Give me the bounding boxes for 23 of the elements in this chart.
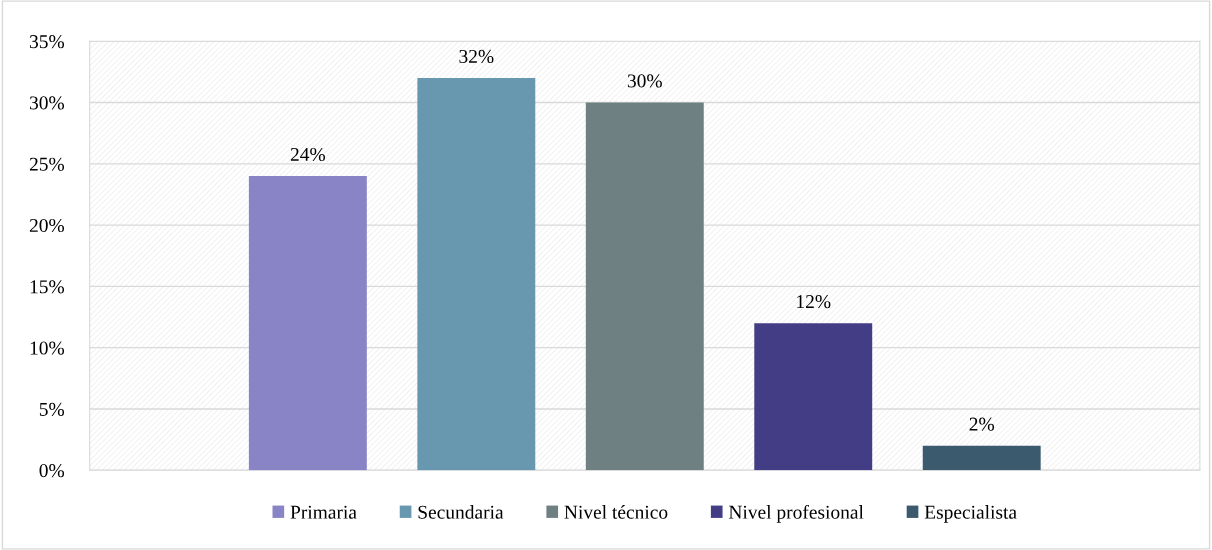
data-label: 32% [459, 49, 494, 64]
bar [248, 176, 367, 471]
y-tick-label: 25% [29, 157, 65, 171]
bar [585, 102, 704, 471]
data-label: 12% [797, 294, 831, 309]
legend-label: Nivel profesional [728, 504, 864, 523]
bar [417, 78, 536, 471]
y-tick-label: 5% [39, 402, 65, 416]
bar [754, 323, 873, 471]
y-tick-label: 35% [29, 35, 65, 49]
legend-label: Primaria [290, 505, 357, 519]
y-tick-label: 20% [29, 218, 65, 233]
bar [922, 445, 1041, 471]
data-label: 24% [290, 147, 326, 162]
data-label: 30% [627, 74, 662, 88]
data-label: 2% [969, 417, 995, 431]
y-tick-label: 10% [30, 341, 65, 355]
legend-label: Especialista [924, 505, 1017, 523]
y-tick-label: 30% [29, 96, 65, 110]
legend-label: Nivel técnico [564, 505, 668, 519]
legend-label: Secundaria [418, 505, 504, 519]
y-tick-label: 15% [30, 280, 65, 294]
y-tick-label: 0% [39, 464, 65, 478]
